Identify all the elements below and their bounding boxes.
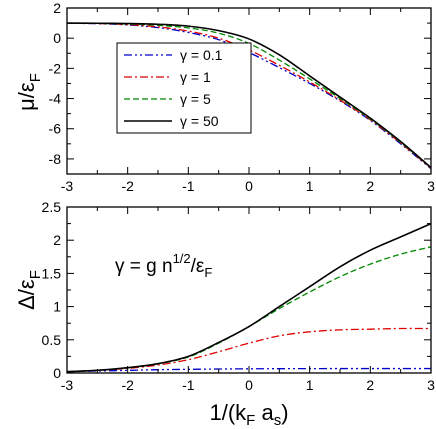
legend-box [116,42,252,134]
bottom-x-tick-label: 2 [366,377,374,393]
top-y-tick-label: -8 [49,151,62,167]
bottom-y-axis-label-main: Δ/ε [14,279,39,310]
bottom-series-group [66,222,432,373]
annot-sub: F [204,265,212,280]
bottom-x-tick-label: 0 [245,377,253,393]
legend-label-3: γ = 5 [180,91,211,107]
bottom-plot-frame [66,206,432,374]
annot-part-1: γ = g n [115,256,173,277]
top-x-tick-label: -3 [61,178,74,194]
bottom-series-line-4 [66,222,432,373]
top-x-tick-label: 3 [427,178,435,194]
top-panel: -3 -2 -1 0 1 2 320-2-4-6-8 μ/εF γ = 0.1γ = 1γ … [14,0,435,194]
annot-sup: 1/2 [173,251,191,266]
bottom-y-axis-label: Δ/εF [14,270,44,310]
top-x-tick-label: 1 [306,178,314,194]
top-y-tick-label: -6 [49,121,62,137]
top-y-tick-label: -2 [49,60,62,76]
top-y-tick-label: 2 [53,0,61,16]
legend: γ = 0.1 γ = 1 γ = 5 γ = 50 [116,42,252,134]
top-series-line-4 [66,22,432,169]
bottom-y-tick-label: 1.5 [42,265,62,281]
bottom-x-tick-label: -2 [121,377,134,393]
x-label-sub-2: s [274,412,282,429]
x-label-part-3: ) [281,400,288,425]
x-label-part-1: 1/(k [209,400,247,425]
bottom-y-tick-label: 1 [53,299,61,315]
bottom-x-tick-label: -1 [182,377,195,393]
top-x-tick-label: -1 [182,178,195,194]
bottom-x-tick-label: 3 [427,377,435,393]
gamma-annotation: γ = g n1/2/εF [115,251,212,280]
bottom-x-tick-label: 1 [306,377,314,393]
annot-part-2: /ε [191,256,205,277]
x-label-sub-1: F [246,412,255,429]
top-x-tick-label: 2 [366,178,374,194]
legend-label-2: γ = 1 [180,69,211,85]
top-x-tick-label: -2 [121,178,134,194]
bottom-y-axis-label-sub: F [27,270,44,279]
bottom-y-tick-label: 2 [53,232,61,248]
bottom-panel: -3 -2 -1 0 1 2 300.511.522.5 Δ/εF 1/(kF as) γ … [14,199,435,429]
top-y-axis-label-main: μ/ε [14,82,39,111]
top-ticks-group: -3 -2 -1 0 1 2 3 2 0 -2 -4 -6 -8 [49,0,436,194]
top-x-tick-label: 0 [245,178,253,194]
bottom-y-tick-label: 0.5 [42,332,62,348]
legend-label-1: γ = 0.1 [180,47,223,63]
bottom-series-line-2 [66,327,432,373]
bottom-x-tick-label: -3 [61,377,74,393]
bottom-ticks-group: -3 -2 -1 0 1 2 3 0 0.5 1 1.5 2 2.5 [42,199,436,393]
top-y-axis-label-sub: F [27,73,44,82]
bottom-x-axis-label: 1/(kF as) [209,400,288,429]
top-y-tick-label: 0 [53,30,61,46]
top-y-axis-label: μ/εF [14,73,44,111]
x-label-part-2: a [255,400,274,425]
bottom-y-tick-label: 2.5 [42,199,62,215]
legend-items: γ = 0.1 γ = 1 γ = 5 γ = 50 [124,47,223,129]
legend-label-4: γ = 50 [180,113,219,129]
bottom-y-tick-label: 0 [53,365,61,381]
top-y-tick-label: -4 [49,91,62,107]
